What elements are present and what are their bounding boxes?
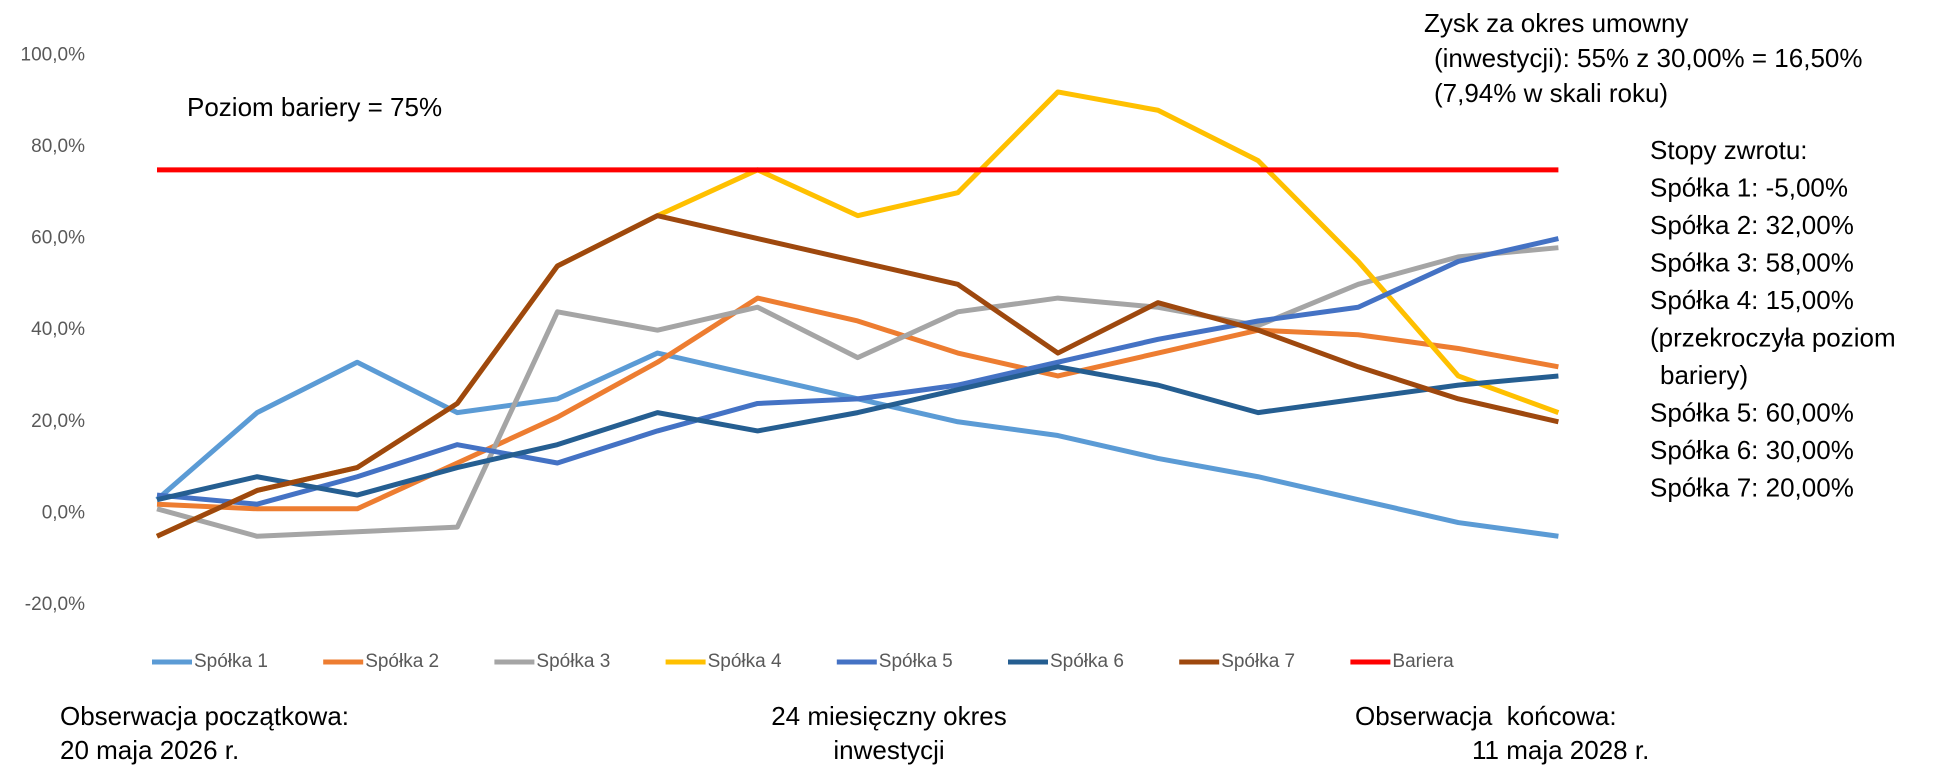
annotation: 11 maja 2028 r. <box>1472 735 1649 765</box>
annotation: 20 maja 2026 r. <box>60 735 239 765</box>
annotation: Spółka 2: 32,00% <box>1650 210 1854 240</box>
legend-label: Spółka 1 <box>194 651 268 672</box>
annotation: Spółka 6: 30,00% <box>1650 435 1854 465</box>
series-line <box>156 364 1559 503</box>
legend-label: Spółka 6 <box>1050 651 1124 672</box>
legend-label: Spółka 5 <box>879 651 953 672</box>
annotation: Stopy zwrotu: <box>1650 135 1808 165</box>
legend-label: Spółka 7 <box>1221 651 1295 672</box>
series-line <box>155 350 1559 539</box>
y-tick-label: 80,0% <box>31 136 85 157</box>
annotation: (przekroczyła poziom <box>1650 322 1896 352</box>
annotation: bariery) <box>1660 360 1748 390</box>
legend-label: Spółka 4 <box>708 651 782 672</box>
annotation: Spółka 4: 15,00% <box>1650 285 1854 315</box>
legend-label: Spółka 3 <box>536 651 610 672</box>
annotation: 24 miesięczny okres <box>771 701 1007 731</box>
annotation: Poziom bariery = 75% <box>187 92 442 122</box>
annotation: Obserwacja początkowa: <box>60 701 349 731</box>
legend-label: Spółka 2 <box>365 651 439 672</box>
y-tick-label: 60,0% <box>31 228 85 249</box>
legend-label: Bariera <box>1392 651 1454 672</box>
annotation: inwestycji <box>833 735 944 765</box>
series-line <box>156 245 1559 539</box>
annotation: Obserwacja końcowa: <box>1355 701 1617 731</box>
y-tick-label: 0,0% <box>42 502 85 523</box>
y-tick-label: 100,0% <box>21 44 86 65</box>
y-tick-label: 20,0% <box>31 411 85 432</box>
annotation: Spółka 7: 20,00% <box>1650 472 1854 502</box>
y-tick-label: 40,0% <box>31 319 85 340</box>
annotation: Spółka 5: 60,00% <box>1650 397 1854 427</box>
y-tick-label: -20,0% <box>25 594 85 615</box>
annotation: Zysk za okres umowny <box>1424 8 1688 38</box>
series-line <box>155 89 1560 539</box>
series-line <box>155 213 1559 539</box>
annotation: Spółka 1: -5,00% <box>1650 172 1848 202</box>
annotation: Spółka 3: 58,00% <box>1650 247 1854 277</box>
series-line <box>156 236 1559 507</box>
series-line <box>156 295 1559 512</box>
annotation: (7,94% w skali roku) <box>1434 78 1668 108</box>
annotation: (inwestycji): 55% z 30,00% = 16,50% <box>1434 43 1863 73</box>
